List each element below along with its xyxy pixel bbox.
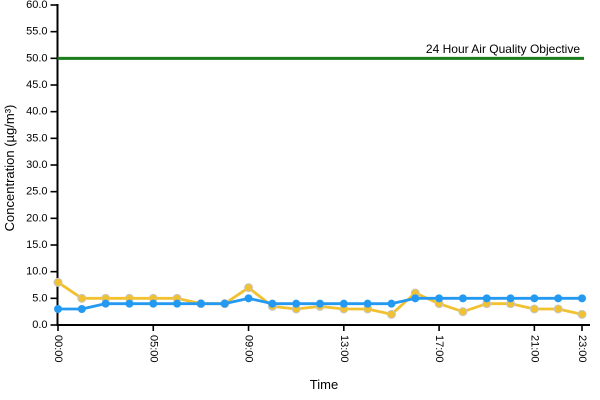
y-tick-label: 55.0 <box>26 26 47 38</box>
series-yellow-marker <box>553 304 563 314</box>
series-blue-marker <box>149 299 158 308</box>
series-blue-marker <box>530 294 539 303</box>
y-tick-label: 25.0 <box>26 186 47 198</box>
series-blue-marker <box>54 305 62 313</box>
series-yellow-marker <box>77 293 87 303</box>
y-tick-label: 35.0 <box>26 132 47 144</box>
series-blue-marker <box>316 299 324 308</box>
series-blue-marker <box>411 294 420 303</box>
series-blue-marker <box>101 299 110 308</box>
x-tick-label: 09:00 <box>243 335 255 363</box>
x-tick-label: 21:00 <box>528 335 540 363</box>
series-yellow-marker <box>244 283 254 293</box>
series-blue-marker <box>173 299 182 308</box>
series-blue-marker <box>292 299 301 308</box>
x-tick-label: 23:00 <box>576 335 588 363</box>
y-tick-label: 15.0 <box>26 239 47 251</box>
series-blue-marker <box>363 299 372 308</box>
series-blue-marker <box>77 305 86 313</box>
series-blue-marker <box>554 294 563 303</box>
y-axis-title: Concentration (µg/m³) <box>2 105 17 232</box>
series-blue-marker <box>196 299 205 308</box>
chart-plot-area: 0.0 5.0 10.0 15.0 20.0 25.0 30.0 35.0 40.0 45.0 50… <box>26 0 590 363</box>
series-blue-marker <box>506 294 515 303</box>
x-tick-label: 13:00 <box>338 335 350 363</box>
series-blue-marker <box>435 294 444 303</box>
series-yellow-marker <box>386 309 396 319</box>
y-tick-label: 10.0 <box>26 266 47 278</box>
series-blue-marker <box>482 294 491 303</box>
y-tick-label: 45.0 <box>26 79 47 91</box>
y-tick-label: 60.0 <box>26 0 47 11</box>
series-yellow-marker <box>53 277 63 287</box>
y-tick-label: 30.0 <box>26 159 47 171</box>
x-tick-label: 17:00 <box>433 335 445 363</box>
series-blue-marker <box>339 299 348 308</box>
series-blue-marker <box>387 299 396 308</box>
x-axis-title: Time <box>310 377 338 392</box>
y-tick-label: 40.0 <box>26 106 47 118</box>
y-tick-label: 20.0 <box>26 212 47 224</box>
series-blue-marker <box>268 299 277 308</box>
series-yellow-marker <box>577 309 587 319</box>
series-blue-marker <box>220 299 229 308</box>
y-tick-label: 50.0 <box>26 52 47 64</box>
y-tick-label: 0.0 <box>32 319 47 331</box>
series-yellow-marker <box>458 307 468 317</box>
reference-line-label: 24 Hour Air Quality Objective <box>426 42 580 56</box>
series-blue-marker <box>578 294 586 303</box>
series-yellow-marker <box>529 304 539 314</box>
y-tick-label: 5.0 <box>32 292 47 304</box>
series-blue-marker <box>244 294 253 303</box>
series-blue-marker <box>458 294 467 303</box>
x-tick-label: 05:00 <box>147 335 159 363</box>
x-tick-label: 00:00 <box>52 335 64 363</box>
series-blue-marker <box>125 299 134 308</box>
